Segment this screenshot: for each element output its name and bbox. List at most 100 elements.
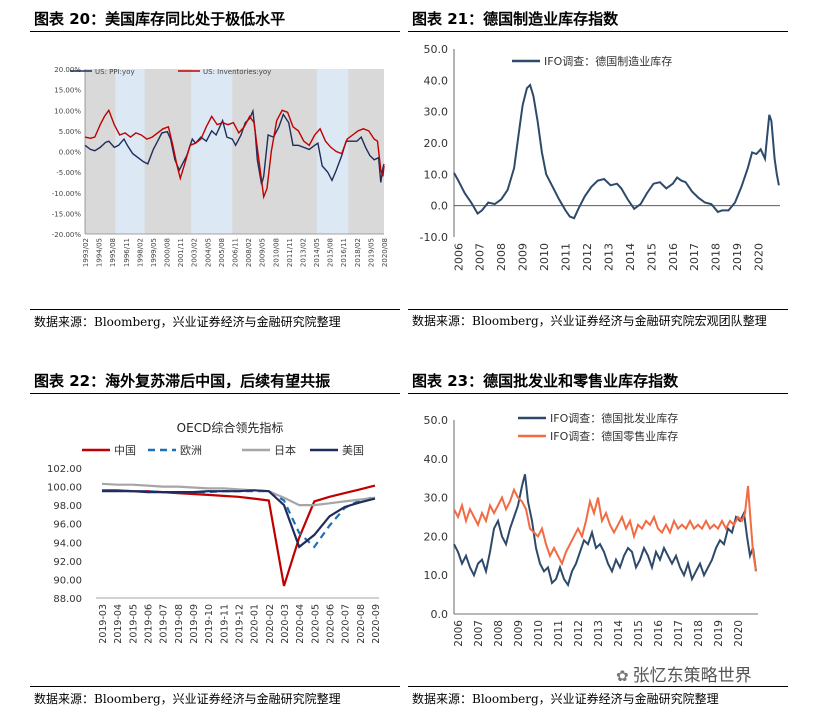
x-tick-label: 2019/05: [367, 238, 375, 267]
x-tick-label: 2006: [452, 243, 465, 271]
x-tick-label: 2003/02: [191, 238, 199, 267]
y-tick-label: 10.00%: [54, 107, 81, 115]
shade-blue-period: [115, 69, 145, 234]
y-tick-label: -10.00%: [52, 190, 82, 198]
x-tick-label: 2020-05: [310, 604, 321, 644]
y-tick-label: 102.00: [47, 464, 82, 475]
x-tick-label: 2019-03: [98, 604, 109, 644]
x-tick-label: 2008: [493, 620, 505, 647]
x-tick-label: 2018: [710, 243, 723, 271]
y-tick-label: 20.0: [424, 530, 449, 543]
x-tick-label: 2019-04: [113, 604, 124, 644]
x-tick-label: 2015/08: [327, 238, 335, 267]
panel-22-title: 图表 22：海外复苏滞后中国，后续有望共振: [34, 372, 331, 390]
x-tick-label: 2020-01: [250, 604, 261, 644]
x-tick-label: 1996/11: [123, 238, 131, 267]
series-line-0: [453, 83, 780, 220]
panel-22-title-rule: [30, 393, 400, 394]
x-tick-label: 2020-09: [371, 604, 382, 644]
series-line-1: [84, 108, 385, 200]
panel-23-source: 数据来源：Bloomberg，兴业证券经济与金融研究院整理: [412, 692, 719, 706]
y-tick-label: -10.0: [420, 231, 448, 244]
x-tick-label: 1993/02: [82, 238, 90, 267]
panel-21-source-rule: [408, 309, 788, 310]
x-tick-label: 2013: [593, 620, 605, 647]
x-tick-label: 2017: [673, 620, 685, 647]
y-tick-label: -15.00%: [52, 210, 82, 218]
y-tick-label: 40.0: [424, 74, 449, 87]
x-tick-label: 2011: [553, 620, 565, 647]
y-tick-label: 90.00: [53, 575, 82, 586]
legend-label: IFO调查：德国零售业库存: [550, 429, 678, 443]
x-tick-label: 2011/11: [286, 238, 294, 267]
x-tick-label: 2020-03: [280, 604, 291, 644]
x-tick-label: 2009: [517, 243, 530, 271]
y-tick-label: 96.00: [53, 520, 82, 531]
germany-mfg-inventory-chart: 50.0 40.0 30.0 20.0 10.0 0.0 -10.0 2006 2007 2008…: [420, 43, 780, 271]
y-tick-label: 20.00%: [54, 66, 81, 74]
x-tick-label: 2019: [713, 620, 725, 647]
y-tick-label: 10.0: [424, 168, 449, 181]
series-line-0: [102, 484, 376, 587]
x-tick-label: 2019-05: [128, 604, 139, 644]
y-tick-label: 50.0: [424, 414, 449, 427]
x-tick-label: 2018/02: [354, 238, 362, 267]
x-tick-label: 2014: [613, 620, 625, 647]
x-tick-label: 2010: [538, 243, 551, 271]
x-tick-label: 2019-12: [235, 604, 246, 644]
x-tick-label: 2016: [667, 243, 680, 271]
panel-23-source-rule: [408, 686, 788, 687]
y-tick-label: -5.00%: [56, 169, 81, 177]
y-tick-label: -20.00%: [52, 231, 82, 239]
x-tick-label: 2009/05: [259, 238, 267, 267]
x-tick-label: 1999/05: [150, 238, 158, 267]
x-tick-label: 2020-04: [295, 604, 306, 644]
panel-20-title: 图表 20：美国库存同比处于极低水平: [34, 10, 286, 28]
x-tick-label: 2015: [633, 620, 645, 647]
y-tick-label: 30.0: [424, 492, 449, 505]
x-tick-label: 2000/08: [164, 238, 172, 267]
y-tick-label: 40.0: [424, 453, 449, 466]
series-line-3: [102, 489, 376, 549]
x-tick-label: 2019-06: [144, 604, 155, 644]
x-tick-label: 2019-09: [189, 604, 200, 644]
x-tick-label: 2019: [731, 243, 744, 271]
oecd-cli-chart: OECD综合领先指标 102.00 100.00 98.00 96.00 94.00 92.…: [47, 420, 382, 644]
y-tick-label: 5.00%: [59, 128, 82, 136]
x-tick-label: 2013/02: [299, 238, 307, 267]
y-tick-label: 98.00: [53, 501, 82, 512]
y-tick-label: 10.0: [424, 569, 449, 582]
shade-blue-period: [191, 69, 233, 234]
panel-21-source: 数据来源：Bloomberg，兴业证券经济与金融研究院宏观团队整理: [412, 314, 767, 328]
panel-22-source: 数据来源：Bloomberg，兴业证券经济与金融研究院整理: [34, 692, 341, 706]
panel-23-title-rule: [408, 393, 788, 394]
y-tick-label: 0.0: [431, 200, 449, 213]
y-tick-label: 0.00%: [59, 149, 82, 157]
x-tick-label: 2019-10: [204, 604, 215, 644]
us-inventory-chart: 20.00% 15.00% 10.00% 5.00% 0.00% -5.00% -10.00…: [52, 66, 389, 267]
y-tick-label: 30.0: [424, 106, 449, 119]
x-tick-label: 2014/05: [313, 238, 321, 267]
x-tick-label: 1995/08: [109, 238, 117, 267]
series-line-0: [453, 474, 757, 588]
y-tick-label: 50.0: [424, 43, 449, 56]
legend-label: US: Inventories:yoy: [203, 68, 271, 76]
panel-22-source-rule: [30, 686, 400, 687]
panel-23-title: 图表 23：德国批发业和零售业库存指数: [412, 372, 679, 390]
x-tick-label: 2012: [581, 243, 594, 271]
panel-20-source: 数据来源：Bloomberg，兴业证券经济与金融研究院整理: [34, 315, 341, 329]
series-line-1: [453, 485, 757, 572]
x-tick-label: 1994/05: [96, 238, 104, 267]
x-tick-label: 2020: [733, 620, 745, 647]
germany-wholesale-retail-chart: 50.0 40.0 30.0 20.0 10.0 0.0 2006 2007 2008 2009 2…: [424, 411, 758, 647]
panel-21-title-rule: [408, 31, 788, 32]
x-tick-label: 2016: [653, 620, 665, 647]
y-tick-label: 92.00: [53, 557, 82, 568]
x-tick-label: 2015: [645, 243, 658, 271]
legend-label: 美国: [342, 444, 364, 457]
x-tick-label: 1998/02: [136, 238, 144, 267]
legend-label: 中国: [114, 444, 136, 457]
x-tick-label: 2005/08: [218, 238, 226, 267]
panel-20-source-rule: [30, 309, 400, 310]
x-tick-label: 2007: [474, 243, 487, 271]
